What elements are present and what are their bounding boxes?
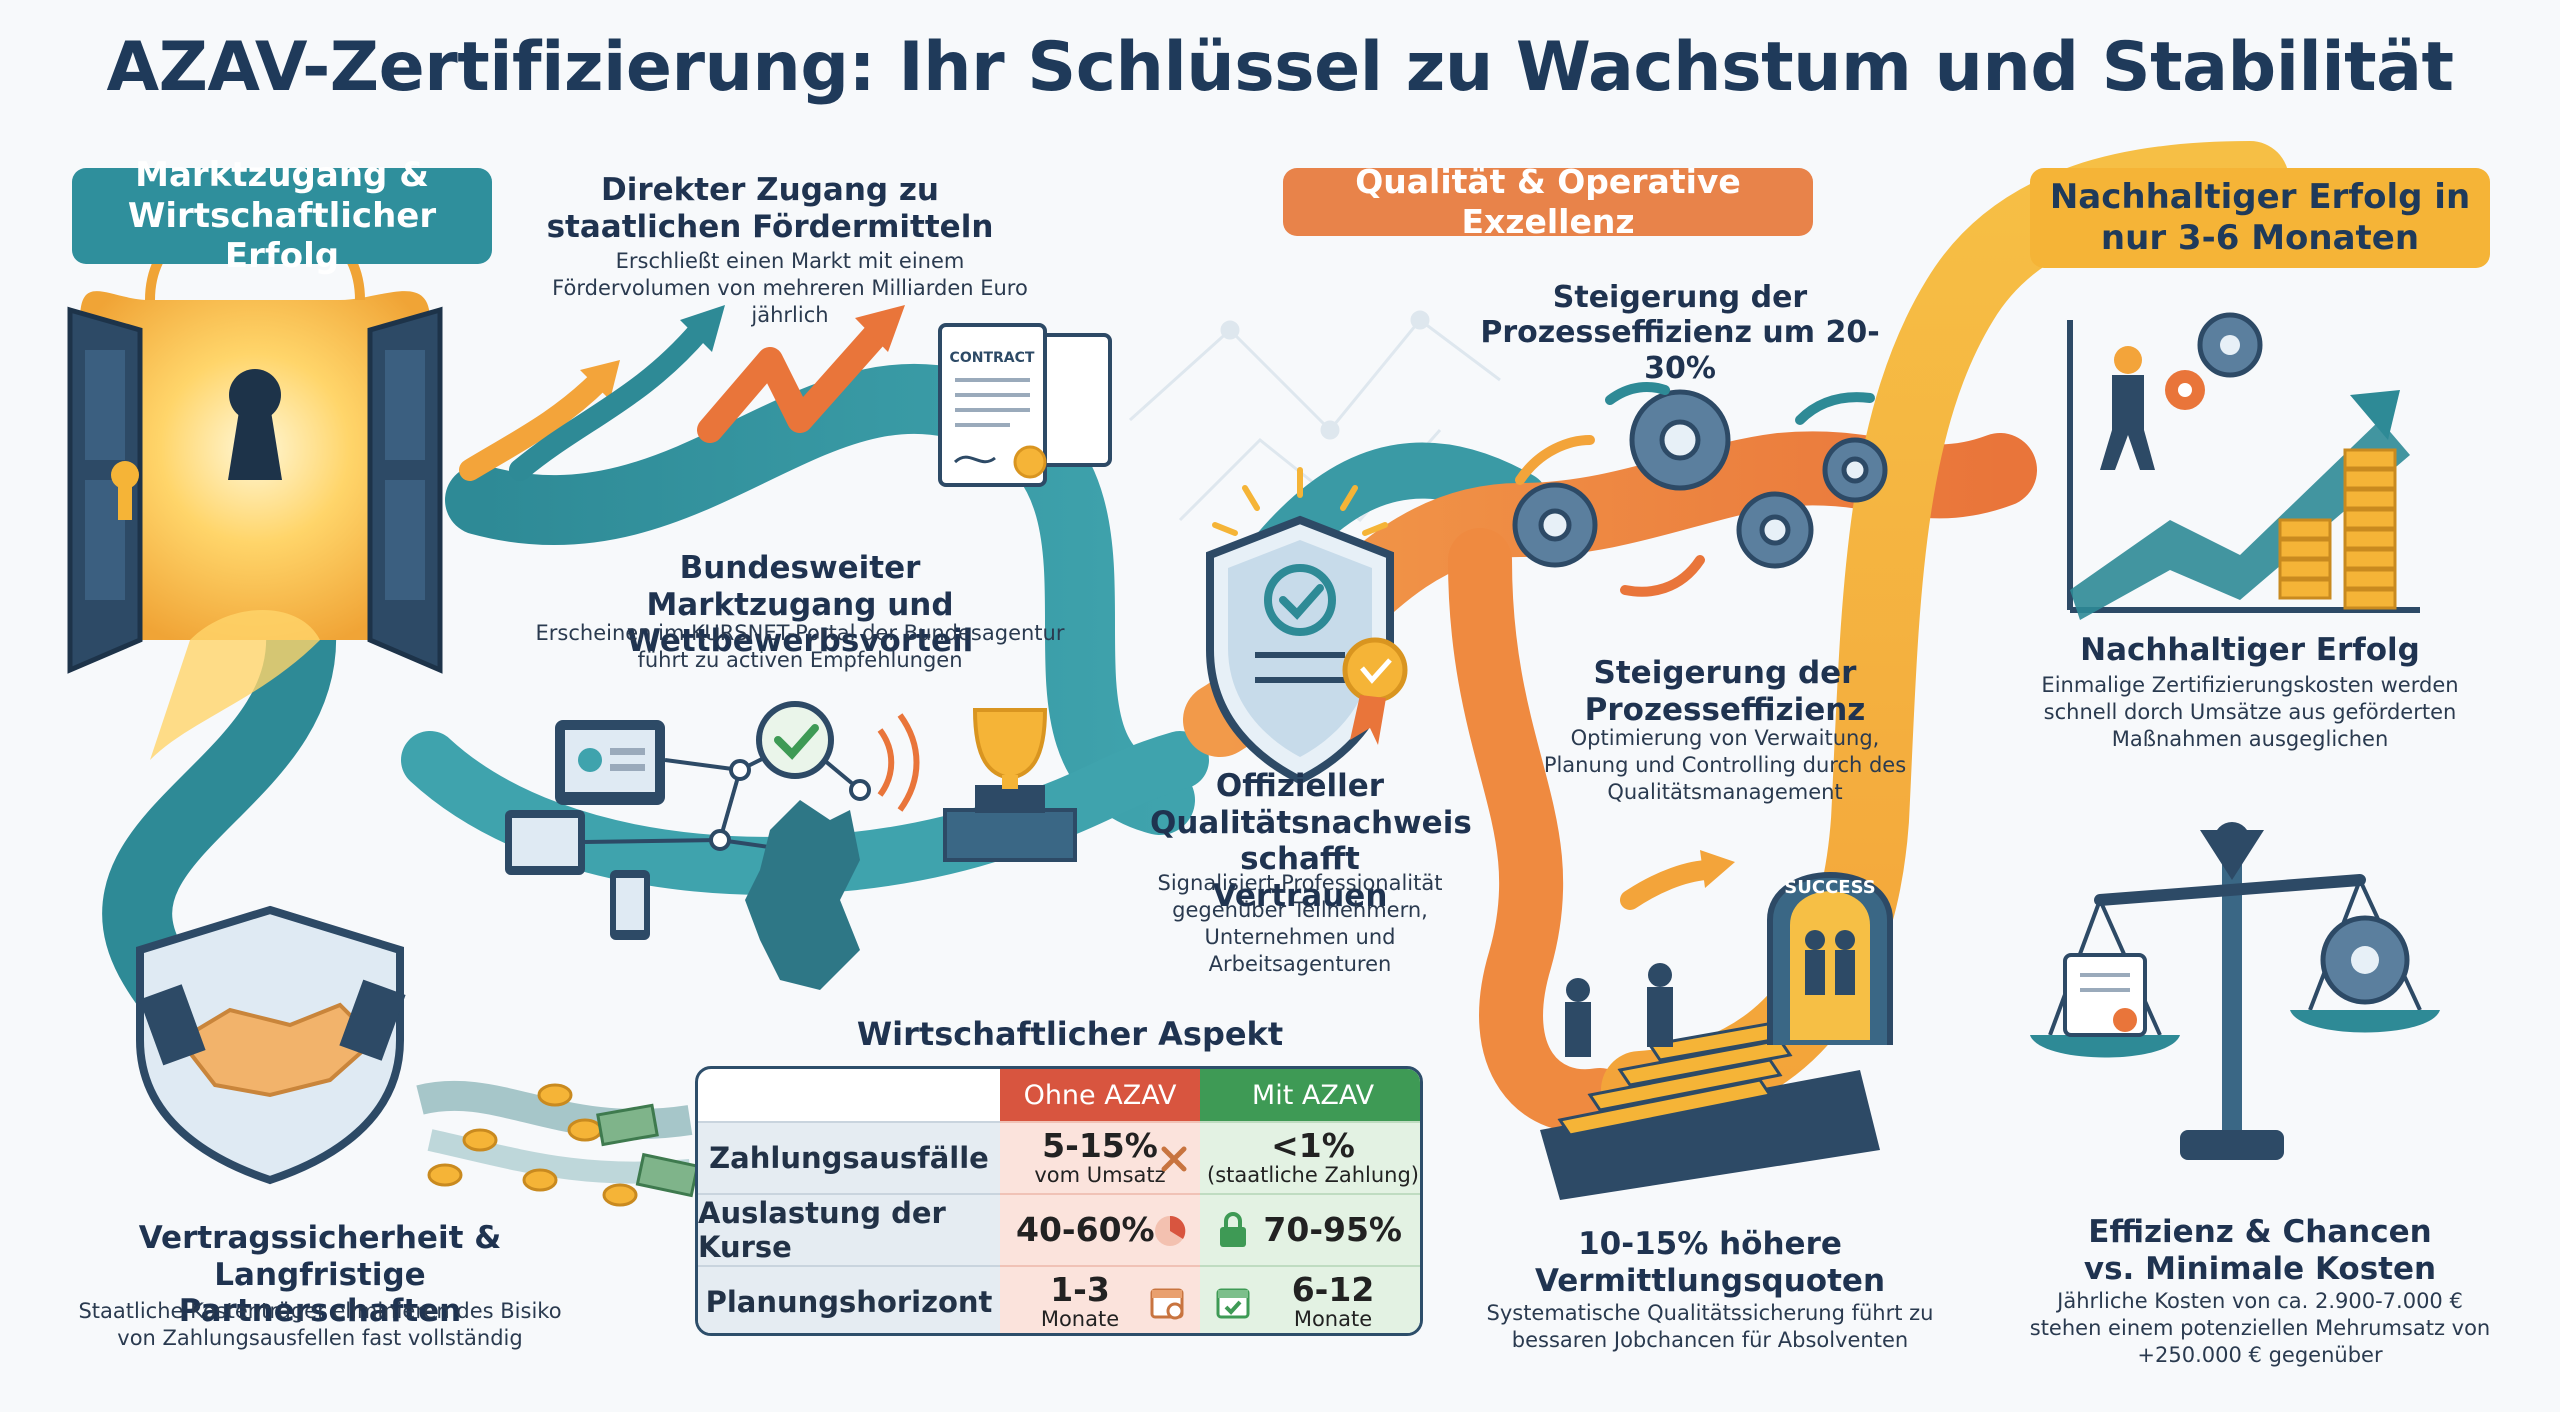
category-pill-success: Nachhaltiger Erfolg in nur 3-6 Monaten	[2030, 168, 2490, 268]
handshake-shield-illustration	[136, 905, 406, 1185]
column-header-with: Mit AZAV	[1200, 1069, 1420, 1121]
cell-main-value: 1-3	[1050, 1270, 1110, 1310]
nationwide-network-illustration	[505, 701, 1077, 990]
funding-text: Erschließt einen Markt mit einem Förderv…	[552, 249, 1028, 327]
placement-heading: 10-15% höhere Vermittlungsquoten	[1534, 1226, 1886, 1299]
category-pill-quality: Qualität & Operative Exzellenz	[1283, 162, 1813, 241]
placement-text: Systematische Qualitätssicherung führt z…	[1486, 1301, 1934, 1352]
balance-scale-illustration	[2030, 822, 2440, 1160]
cell-without: 5-15% vom Umsatz	[1000, 1121, 1200, 1193]
contract-text: Staatliche Kostenträger eliminieren des …	[78, 1299, 562, 1350]
efficiency-heading: Steigerung der Prozesseffizienz	[1584, 655, 1866, 728]
cell-main-value: 40-60%	[1016, 1209, 1155, 1249]
column-header-without: Ohne AZAV	[1000, 1069, 1200, 1121]
cell-without: 1-3 Monate	[1000, 1265, 1200, 1333]
growth-chart-illustration	[2067, 312, 2420, 620]
process-arrows	[1515, 382, 1875, 597]
table-row: Planungshorizont 1-3 Monate 6-12 Monate	[698, 1265, 1420, 1333]
table-title: Wirtschaftlicher Aspekt	[856, 1015, 1284, 1053]
cell-main-value: 6-12	[1291, 1270, 1375, 1310]
cell-main-value: 70-95%	[1263, 1209, 1402, 1249]
cell-with: 6-12 Monate	[1200, 1265, 1420, 1333]
costs-text: Jährliche Kosten von ca. 2.900-7.000 € s…	[2029, 1289, 2491, 1367]
costs-heading: Effizienz & Chancen vs. Minimale Kosten	[2083, 1214, 2437, 1287]
row-label: Planungshorizont	[698, 1265, 1000, 1333]
table-row: Zahlungsausfälle 5-15% vom Umsatz <1% (s…	[698, 1121, 1420, 1193]
row-label: Zahlungsausfälle	[698, 1121, 1000, 1193]
cross-icon	[1161, 1146, 1187, 1172]
quality-shield-illustration	[1206, 467, 1408, 785]
contract-document-illustration: CONTRACT	[938, 323, 1112, 487]
cell-with: <1% (staatliche Zahlung)	[1200, 1121, 1420, 1193]
cell-without: 40-60%	[1000, 1193, 1200, 1265]
funding-heading: Direkter Zugang zu staatlichen Fördermit…	[546, 172, 994, 245]
calendar-check-icon	[1216, 1288, 1250, 1319]
category-pill-market: Marktzugang & Wirtschaftlicher Erfolg	[72, 155, 492, 276]
cell-main-value: <1%	[1271, 1126, 1355, 1166]
contract-heading: Vertragssicherheit & Langfristige Partne…	[138, 1220, 502, 1330]
comparison-table: Ohne AZAV Mit AZAV Zahlungsausfälle 5-15…	[695, 1066, 1423, 1336]
cell-sub-value: Monate	[1293, 1306, 1373, 1331]
page-title: AZAV-Zertifizierung: Ihr Schlüssel zu Wa…	[106, 28, 2454, 107]
table-row: Auslastung der Kurse 40-60% 70-95%	[698, 1193, 1420, 1265]
open-door-illustration	[67, 204, 443, 760]
nationwide-text: Erscheinen im KURSNET-Portal der Bundesa…	[535, 621, 1065, 672]
cell-with: 70-95%	[1200, 1193, 1420, 1265]
svg-text:SUCCESS: SUCCESS	[1784, 877, 1875, 898]
official-heading: Offizieller Qualitätsnachweis schafft Ve…	[1150, 768, 1472, 914]
cell-sub-value: Monate	[1040, 1306, 1120, 1331]
success-stairs-illustration: SUCCESS	[1540, 850, 1893, 1200]
sustain-heading: Nachhaltiger Erfolg	[2080, 632, 2420, 668]
sustain-text: Einmalige Zertifizierungskosten werden s…	[2041, 673, 2459, 751]
pie-icon	[1155, 1215, 1186, 1246]
official-text: Signalisiert Professionalität gegenüber …	[1157, 871, 1443, 976]
lock-icon	[1220, 1212, 1246, 1247]
efficiency-top-heading: Steigerung der Prozesseffizienz um 20-30…	[1480, 280, 1880, 386]
cell-sub-value: (staatliche Zahlung)	[1207, 1162, 1419, 1187]
money-stream-illustration	[416, 1080, 700, 1207]
cell-main-value: 5-15%	[1042, 1126, 1158, 1166]
svg-text:CONTRACT: CONTRACT	[950, 350, 1035, 366]
rising-arrows	[459, 305, 905, 481]
cell-sub-value: vom Umsatz	[1034, 1162, 1166, 1187]
calendar-icon	[1150, 1288, 1184, 1320]
row-label: Auslastung der Kurse	[698, 1193, 1000, 1265]
nationwide-heading: Bundesweiter Marktzugang und Wettbewerbs…	[626, 550, 974, 660]
gears-illustration	[1512, 389, 1888, 569]
efficiency-text: Optimierung von Verwaitung, Planung und …	[1543, 726, 1907, 804]
